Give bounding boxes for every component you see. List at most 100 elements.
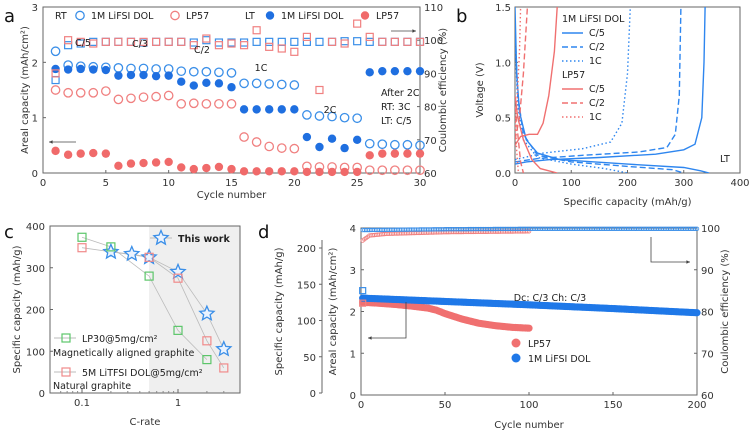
y2-tick-label: 100 <box>701 224 720 235</box>
y-tick-label: 200 <box>26 306 45 317</box>
data-point <box>114 37 123 46</box>
panel-label-b: b <box>456 6 467 27</box>
y-tick-label: 1 <box>32 114 38 125</box>
data-point <box>63 65 73 74</box>
data-point <box>51 69 60 78</box>
data-point <box>139 158 148 168</box>
data-point <box>365 32 374 41</box>
x-tick-label: 100 <box>519 400 538 411</box>
y2-tick-label: 80 <box>424 103 437 114</box>
x-tick-label: 150 <box>603 400 622 411</box>
data-point <box>302 167 312 177</box>
data-point <box>290 47 299 56</box>
data-point <box>365 37 374 46</box>
legend-entry: LP57 <box>376 11 399 22</box>
series-line-11 <box>515 7 522 135</box>
y2-tick-label: 100 <box>424 36 443 47</box>
data-point <box>219 363 229 373</box>
data-point <box>176 66 187 77</box>
data-point <box>123 244 141 262</box>
data-point <box>390 165 400 176</box>
data-point <box>265 37 274 46</box>
x-axis-label: Cycle number <box>494 420 564 431</box>
y-tick-label: 300 <box>26 264 45 275</box>
data-point <box>189 41 198 50</box>
first-cycle-marker <box>359 299 367 307</box>
data-point <box>89 39 98 48</box>
x-tick-label: 20 <box>288 178 301 189</box>
y2-axis-label: Coulombic efficiency (%) <box>720 249 731 373</box>
legend-entry: 1M LiFSI DOL <box>281 11 344 22</box>
data-point <box>101 37 110 46</box>
annotation: After 2C <box>381 88 420 99</box>
series-4 <box>51 36 425 85</box>
data-point <box>340 39 349 48</box>
data-point <box>226 67 237 78</box>
data-point <box>226 98 237 109</box>
data-point <box>163 90 174 101</box>
series-1 <box>50 85 425 176</box>
data-point <box>302 37 311 46</box>
series-line-2 <box>515 29 684 173</box>
data-point <box>365 68 374 77</box>
data-point <box>76 149 85 158</box>
data-point <box>340 167 349 177</box>
legend-entry: LP30@5mg/cm² <box>82 334 158 345</box>
data-point <box>694 226 700 232</box>
data-point <box>50 46 61 57</box>
data-point <box>77 243 87 253</box>
data-point <box>100 86 111 96</box>
x-tick-label: 0 <box>358 400 364 411</box>
left-axis-arrow-head <box>49 140 53 144</box>
data-point <box>290 105 299 114</box>
data-point <box>364 165 375 176</box>
series-2 <box>51 64 425 153</box>
y-tick-label: 0.5 <box>495 114 511 125</box>
x-tick-label: 5 <box>103 178 109 189</box>
data-point <box>340 37 349 46</box>
x-tick-label: 0 <box>40 178 46 189</box>
data-point <box>277 167 286 176</box>
data-point <box>302 32 311 41</box>
x-tick-label: 1 <box>175 398 181 409</box>
data-point <box>314 111 325 121</box>
y-axis-label: Areal capacity (mAh/cm²) <box>328 248 339 376</box>
annotation: LT: C/5 <box>381 116 412 127</box>
data-point <box>290 167 299 176</box>
data-point <box>403 66 412 76</box>
legend-marker <box>75 10 85 21</box>
data-point <box>390 37 399 46</box>
y-tick-label: 0 <box>39 389 45 400</box>
panel-c: 0.1 1 0 100 200 300 400 C-rate Specific capacity… <box>12 222 241 428</box>
data-point <box>151 91 161 102</box>
y-tick-label: 0 <box>32 169 38 180</box>
data-point <box>378 66 387 76</box>
data-point <box>151 64 161 74</box>
annotation: C/3 <box>132 39 148 50</box>
y-tick-label: 1.5 <box>495 3 511 14</box>
data-point <box>251 137 262 147</box>
data-point <box>101 65 111 75</box>
data-point <box>202 336 212 346</box>
data-point <box>315 167 324 177</box>
data-point <box>177 37 186 46</box>
series-line-3 <box>515 7 682 163</box>
legend-group-label: 1M LiFSI DOL <box>562 14 625 25</box>
data-point <box>239 132 249 142</box>
y2-tick-label: 70 <box>701 349 714 360</box>
x-axis-label: C-rate <box>130 417 161 428</box>
plot-frame <box>514 6 741 174</box>
y-axis-label: Areal capacity (mAh/cm²) <box>20 26 31 154</box>
data-point <box>390 66 400 76</box>
legend-marker <box>360 11 370 20</box>
data-point <box>352 167 362 177</box>
y-tick-label: 0 <box>350 391 356 402</box>
legend-entry: LP57 <box>528 339 551 350</box>
series-line-1 <box>515 7 706 165</box>
data-point <box>415 140 425 151</box>
data-point <box>214 41 224 50</box>
data-point <box>327 37 337 46</box>
data-point <box>264 79 275 89</box>
data-point <box>377 139 388 150</box>
